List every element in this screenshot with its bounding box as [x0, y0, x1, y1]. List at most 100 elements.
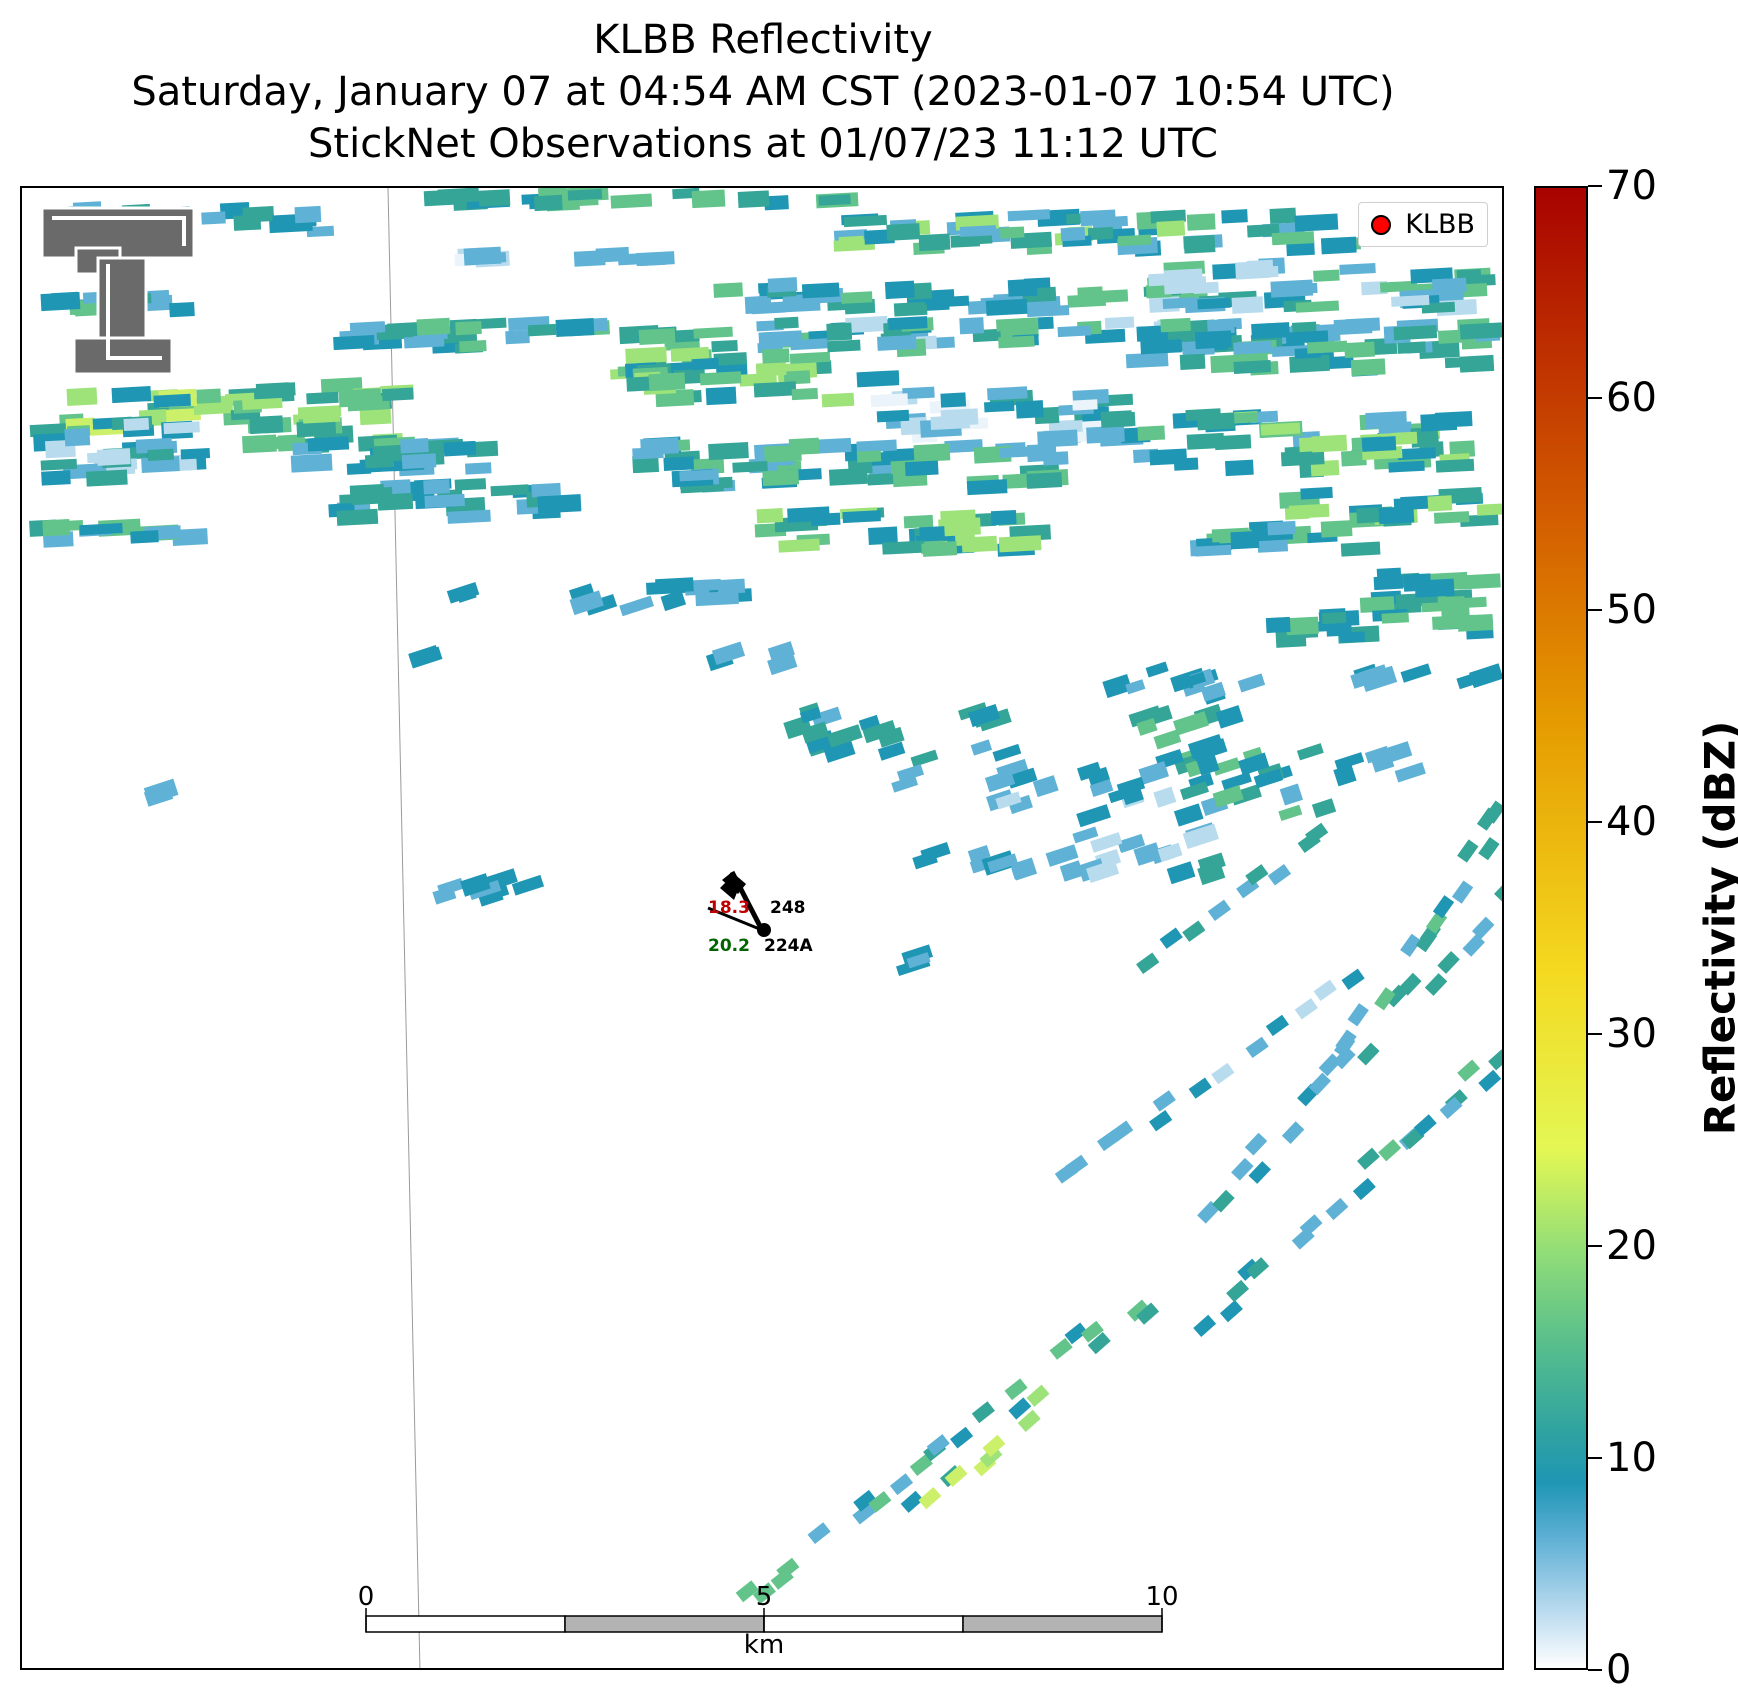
reflectivity-cell: [883, 447, 922, 462]
reflectivity-cell: [376, 323, 413, 341]
colorbar-tick-mark: [1588, 1033, 1602, 1035]
colorbar-tick-mark: [1588, 1669, 1602, 1671]
reflectivity-cell: [764, 195, 789, 211]
reflectivity-cell: [1089, 289, 1129, 304]
reflectivity-cell: [1194, 544, 1232, 557]
reflectivity-cell: [1136, 952, 1160, 974]
reflectivity-cell: [711, 641, 746, 665]
reflectivity-cell: [1414, 578, 1455, 598]
reflectivity-cell: [921, 542, 946, 554]
reflectivity-cell: [853, 1489, 877, 1512]
reflectivity-cell: [1298, 436, 1330, 453]
radar-map[interactable]: KLBB 18.3 248 20.2 224A 0 5 10 km: [20, 186, 1504, 1670]
reflectivity-cell: [852, 1502, 876, 1525]
reflectivity-cell: [1365, 410, 1408, 430]
reflectivity-cell: [699, 371, 742, 386]
reflectivity-cell: [1200, 681, 1226, 702]
colorbar-tick-label: 10: [1606, 1435, 1657, 1481]
reflectivity-cell: [403, 335, 445, 349]
reflectivity-cell: [1072, 826, 1099, 844]
colorbar-tick-label: 60: [1606, 375, 1657, 421]
reflectivity-cell: [1251, 322, 1290, 340]
reflectivity-cell: [1179, 353, 1206, 370]
reflectivity-cell: [1460, 514, 1499, 527]
reflectivity-cell: [1357, 1042, 1380, 1066]
reflectivity-cell: [1182, 671, 1207, 689]
reflectivity-cell: [966, 479, 1008, 496]
reflectivity-cell: [1212, 1189, 1235, 1213]
reflectivity-cell: [919, 526, 946, 543]
reflectivity-cell: [1186, 432, 1225, 450]
colorbar-tick-mark: [1588, 609, 1602, 611]
map-title: KLBB Reflectivity Saturday, January 07 a…: [18, 14, 1508, 170]
reflectivity-cell: [1462, 934, 1485, 957]
title-observations: StickNet Observations at 01/07/23 11:12 …: [308, 121, 1218, 167]
reflectivity-cell: [999, 226, 1025, 239]
reflectivity-cell: [913, 443, 951, 463]
reflectivity-cell: [1267, 864, 1292, 886]
station-248-temperature: 18.3: [708, 898, 750, 918]
reflectivity-cell: [1361, 664, 1390, 688]
colorbar-tick-mark: [1588, 1245, 1602, 1247]
reflectivity-cell: [66, 387, 98, 406]
reflectivity-cell: [1437, 951, 1460, 974]
reflectivity-cell: [877, 334, 917, 351]
reflectivity-cell: [1182, 823, 1220, 850]
county-boundary-line: [387, 188, 421, 1668]
scale-tick-10: 10: [1145, 1582, 1179, 1612]
scale-tick-0: 0: [357, 1582, 375, 1612]
station-224a-id: 224A: [764, 936, 813, 956]
reflectivity-cell: [416, 317, 451, 336]
reflectivity-cell: [1017, 1409, 1041, 1432]
reflectivity-cell: [918, 1487, 942, 1510]
reflectivity-cell: [867, 526, 898, 545]
reflectivity-cell: [924, 289, 955, 305]
reflectivity-cell: [338, 388, 382, 408]
reflectivity-cell: [306, 391, 339, 405]
reflectivity-cell: [1341, 968, 1365, 990]
reflectivity-cell: [1432, 895, 1455, 919]
reflectivity-cell: [999, 446, 1040, 459]
reflectivity-cell: [1311, 798, 1337, 819]
reflectivity-cell: [783, 370, 811, 385]
reflectivity-cell: [891, 775, 919, 793]
reflectivity-cell: [1260, 422, 1301, 436]
reflectivity-cell: [1457, 1059, 1481, 1082]
reflectivity-cell: [788, 437, 820, 456]
reflectivity-cell: [1457, 573, 1501, 590]
klbb-marker-icon: [1371, 214, 1392, 235]
reflectivity-cell: [377, 492, 414, 511]
reflectivity-cell: [982, 1434, 1006, 1458]
reflectivity-cell: [693, 326, 733, 339]
reflectivity-cell: [40, 458, 78, 471]
reflectivity-cell: [799, 707, 822, 724]
reflectivity-cell: [1072, 399, 1098, 411]
reflectivity-cell: [1244, 1132, 1268, 1156]
reflectivity-cell: [1231, 1157, 1254, 1181]
reflectivity-cell: [1207, 899, 1232, 922]
reflectivity-cell: [1160, 317, 1191, 333]
reflectivity-cell: [1136, 1302, 1160, 1325]
reflectivity-cell: [1138, 761, 1170, 785]
reflectivity-cell: [1057, 325, 1091, 338]
reflectivity-cell: [1233, 360, 1272, 374]
reflectivity-cell: [774, 316, 799, 329]
reflectivity-cell: [1433, 511, 1470, 524]
reflectivity-cell: [1345, 317, 1381, 333]
colorbar-tick-mark: [1588, 185, 1602, 187]
reflectivity-cell: [1253, 768, 1284, 789]
reflectivity-cell: [349, 321, 386, 334]
reflectivity-cell: [1193, 1314, 1217, 1337]
reflectivity-cell: [967, 845, 991, 863]
reflectivity-cell: [1340, 541, 1381, 557]
reflectivity-cell: [889, 1473, 914, 1496]
reflectivity-cell: [1334, 752, 1365, 771]
reflectivity-cell: [1245, 864, 1269, 886]
reflectivity-cell: [180, 447, 211, 460]
reflectivity-cell: [1110, 1120, 1134, 1142]
reflectivity-cell: [755, 362, 787, 377]
reflectivity-cell: [1183, 234, 1216, 254]
logo-part: [72, 336, 174, 376]
reflectivity-cell: [1086, 425, 1125, 444]
reflectivity-cell: [902, 386, 935, 400]
